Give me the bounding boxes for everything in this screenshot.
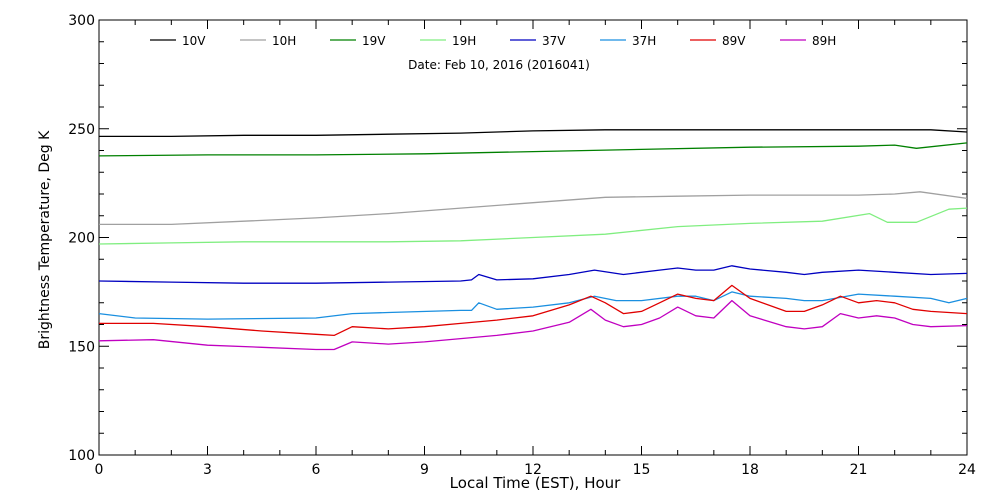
- x-tick-label: 12: [524, 462, 542, 478]
- x-tick-label: 15: [633, 462, 651, 478]
- x-tick-label: 21: [850, 462, 868, 478]
- y-tick-label: 300: [68, 13, 95, 29]
- series-lines: [98, 129, 968, 351]
- x-tick-label: 3: [203, 462, 212, 478]
- y-axis-label: Brightness Temperature, Deg K: [37, 130, 53, 349]
- legend-label-19h: 19H: [452, 34, 476, 48]
- y-tick-label: 200: [68, 231, 95, 247]
- legend-label-37v: 37V: [542, 34, 566, 48]
- y-tick-label: 150: [68, 339, 95, 355]
- x-tick-label: 24: [958, 462, 976, 478]
- legend-label-10h: 10H: [272, 34, 296, 48]
- chart-subtitle: Date: Feb 10, 2016 (2016041): [408, 58, 590, 72]
- legend-label-19v: 19V: [362, 34, 386, 48]
- series-line-37v: [98, 265, 968, 284]
- x-tick-label: 18: [741, 462, 759, 478]
- legend: 10V 10H 19V 19H 37V 37H 89V 89H: [150, 34, 836, 48]
- x-tick-label: 0: [95, 462, 104, 478]
- series-line-19v: [98, 142, 968, 157]
- legend-label-10v: 10V: [182, 34, 206, 48]
- plot-area: 0 3 6 9 12 15 18 21 24 100 150 200 250 300: [68, 13, 976, 478]
- series-line-19h: [98, 207, 968, 245]
- x-axis-label: Local Time (EST), Hour: [450, 474, 621, 492]
- legend-label-89v: 89V: [722, 34, 746, 48]
- x-tick-label: 9: [420, 462, 429, 478]
- y-tick-label: 250: [68, 122, 95, 138]
- series-line-89h: [98, 299, 968, 351]
- legend-label-89h: 89H: [812, 34, 836, 48]
- series-line-10v: [99, 129, 968, 138]
- x-tick-label: 6: [312, 462, 321, 478]
- series-line-37h: [98, 291, 968, 320]
- series-line-10h: [99, 191, 968, 226]
- series-line-89v: [99, 284, 968, 337]
- legend-label-37h: 37H: [632, 34, 656, 48]
- axis-ticks: 0 3 6 9 12 15 18 21 24 100 150 200 250 300: [68, 13, 976, 478]
- y-tick-label: 100: [68, 448, 95, 464]
